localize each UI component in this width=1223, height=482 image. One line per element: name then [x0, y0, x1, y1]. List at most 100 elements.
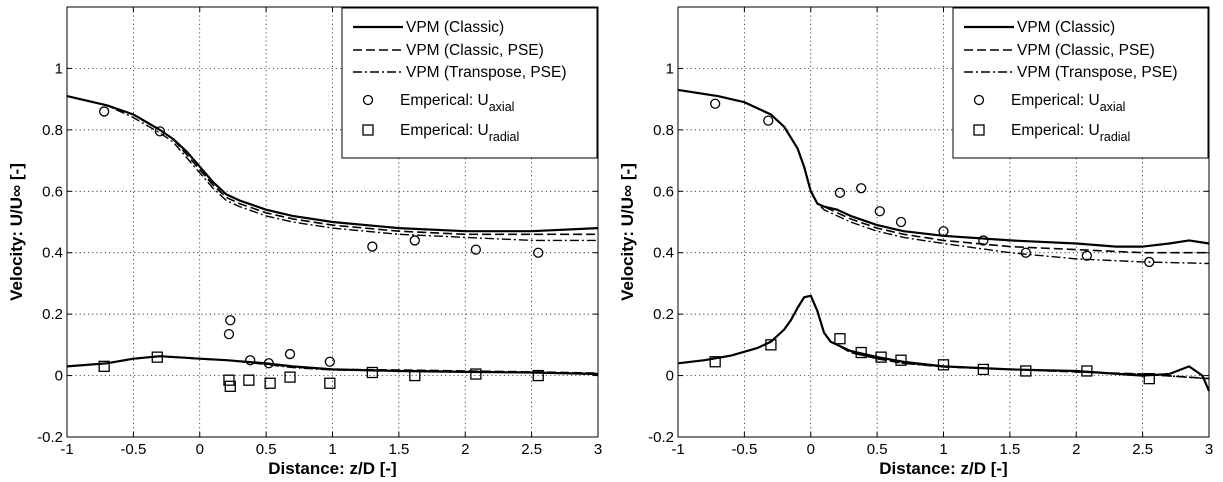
- data-point-square: [324, 377, 336, 389]
- data-point-square: [1143, 372, 1155, 385]
- legend-label: VPM (Transpose, PSE): [406, 64, 567, 81]
- data-point-square: [765, 339, 777, 351]
- data-point-square: [470, 368, 482, 380]
- x-tick-label: 3: [1205, 441, 1213, 458]
- legend-box: [341, 7, 598, 159]
- series-line-dashdot: [677, 295, 1210, 380]
- legend-marker-circle: [362, 94, 374, 106]
- data-point-circle: [367, 241, 378, 252]
- chart-left: -1 -0.5 0 0.5 1 1.5 2 2.5 3 -0.2 0 0.2 0.4 0.6 0.8 1 Dis…: [0, 0, 612, 478]
- chart-right: -1 -0.5 0 0.5 1 1.5 2 2.5 3 -0.2 0 0.2 0.4 0.6 0.8 1 Dis…: [611, 0, 1223, 478]
- data-point-square: [977, 363, 989, 376]
- x-tick-label: -1: [60, 441, 73, 458]
- series-square-markers: [98, 351, 544, 392]
- x-tick-label: 2: [461, 441, 469, 458]
- y-tick-label: 0.2: [42, 306, 63, 323]
- data-point-circle: [99, 106, 110, 117]
- data-point-circle: [938, 226, 949, 237]
- data-point-circle: [710, 98, 721, 109]
- y-tick-label: 1: [666, 60, 674, 77]
- data-point-square: [1020, 365, 1032, 377]
- data-point-circle: [533, 247, 544, 258]
- legend-label-subscript: axial: [1100, 100, 1126, 114]
- chart-svg: -1 -0.5 0 0.5 1 1.5 2 2.5 3-0.200.20.40.60.81Dis…: [7, 6, 602, 478]
- data-point-square: [875, 351, 887, 363]
- legend-label: VPM (Classic, PSE): [406, 42, 544, 59]
- legend-label: VPM (Classic): [406, 19, 504, 36]
- data-point-square: [284, 371, 296, 383]
- data-point-circle: [1020, 247, 1031, 258]
- data-point-circle: [324, 356, 335, 367]
- data-point-square: [855, 346, 867, 359]
- legend-marker-circle: [973, 94, 985, 106]
- legend-label: Emperical: Uaxial: [400, 92, 514, 114]
- y-axis-label: Velocity: U/U∞ [-]: [7, 163, 26, 301]
- y-tick-label: 0.4: [42, 245, 63, 262]
- data-point-square: [98, 360, 110, 373]
- y-tick-label: 0.2: [653, 306, 674, 323]
- data-point-circle: [154, 126, 166, 137]
- data-point-circle: [978, 235, 989, 246]
- x-tick-label: 1.5: [999, 441, 1020, 458]
- y-tick-label: 0.6: [653, 183, 674, 200]
- x-tick-label: -0.5: [120, 441, 146, 458]
- chart-svg: -1 -0.5 0 0.5 1 1.5 2 2.5 3-0.200.20.40.60.81Dis…: [618, 6, 1213, 478]
- x-tick-label: 0: [196, 441, 204, 458]
- data-point-circle: [245, 355, 256, 366]
- y-tick-label: -0.2: [648, 429, 674, 446]
- legend-label: Emperical: Uaxial: [1011, 92, 1125, 114]
- data-point-circle: [284, 348, 296, 360]
- data-point-square: [409, 369, 421, 382]
- legend-marker-square: [973, 124, 985, 136]
- data-point-circle: [856, 183, 867, 194]
- y-tick-label: 1: [55, 60, 63, 77]
- series-line-dashdot: [66, 355, 599, 375]
- y-tick-label: 0: [666, 368, 674, 385]
- legend-label: VPM (Classic): [1017, 19, 1115, 36]
- x-tick-label: 1: [939, 441, 947, 458]
- data-point-square: [1081, 365, 1093, 377]
- x-tick-label: 2: [1072, 441, 1080, 458]
- data-point-square: [709, 356, 721, 368]
- data-point-square: [224, 380, 236, 392]
- data-point-square: [223, 374, 235, 386]
- x-tick-label: 2.5: [521, 441, 542, 458]
- x-tick-label: 0: [807, 441, 815, 458]
- series-line-dashed: [677, 89, 1209, 254]
- data-point-square: [895, 354, 907, 366]
- legend-label-subscript: axial: [489, 100, 515, 114]
- x-axis-label: Distance: z/D [-]: [879, 459, 1007, 477]
- data-point-circle: [409, 235, 420, 246]
- legend: VPM (Classic) VPM (Classic, PSE) VPM (Tran…: [341, 7, 598, 159]
- data-point-circle: [1081, 250, 1093, 261]
- series-circle-markers: [99, 106, 544, 369]
- data-point-square: [937, 359, 950, 371]
- data-point-square: [366, 366, 378, 379]
- series-line-solid: [66, 95, 599, 233]
- y-tick-label: 0.8: [653, 122, 674, 139]
- legend-label-subscript: radial: [489, 130, 520, 144]
- x-axis-label: Distance: z/D [-]: [268, 459, 396, 477]
- data-point-circle: [895, 216, 907, 228]
- y-tick-label: 0.6: [42, 183, 63, 200]
- series-line-dashdot: [677, 89, 1210, 265]
- series-line-dashdot: [66, 95, 598, 242]
- x-tick-label: 0.5: [256, 441, 277, 458]
- data-point-square: [151, 351, 163, 363]
- legend-box: [952, 7, 1209, 159]
- legend-marker-square: [362, 124, 374, 136]
- y-axis-label: Velocity: U/U∞ [-]: [618, 163, 637, 301]
- series-circle-markers: [710, 98, 1155, 268]
- data-point-square: [264, 377, 276, 389]
- y-tick-label: -0.2: [37, 429, 63, 446]
- legend-label: VPM (Classic, PSE): [1017, 42, 1155, 59]
- series-line-dashed: [66, 95, 598, 236]
- x-tick-label: 0.5: [867, 441, 888, 458]
- legend: VPM (Classic) VPM (Classic, PSE) VPM (Tran…: [952, 7, 1209, 159]
- data-point-circle: [225, 315, 236, 326]
- data-point-circle: [834, 187, 846, 198]
- y-tick-label: 0.8: [42, 122, 63, 139]
- series-square-markers: [709, 333, 1155, 385]
- data-point-circle: [223, 328, 235, 340]
- y-tick-label: 0: [55, 368, 63, 385]
